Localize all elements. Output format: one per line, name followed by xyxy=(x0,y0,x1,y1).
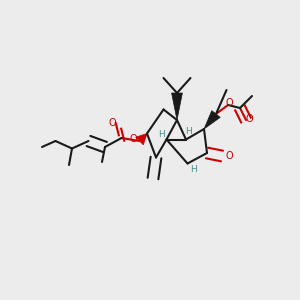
Text: H: H xyxy=(190,165,197,174)
Text: H: H xyxy=(158,130,164,139)
Text: O: O xyxy=(245,113,253,124)
Text: H: H xyxy=(186,128,192,136)
Polygon shape xyxy=(136,134,147,145)
Text: O: O xyxy=(130,134,137,145)
Polygon shape xyxy=(172,93,182,120)
Text: O: O xyxy=(226,98,233,108)
Polygon shape xyxy=(204,111,220,129)
Text: O: O xyxy=(226,151,233,161)
Text: O: O xyxy=(109,118,116,128)
